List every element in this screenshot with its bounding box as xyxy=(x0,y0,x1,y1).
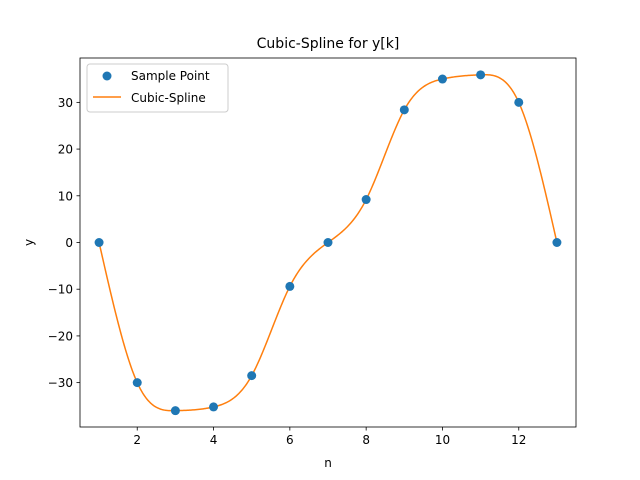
x-tick-label: 8 xyxy=(362,433,370,447)
y-tick-label: 10 xyxy=(58,189,73,203)
y-axis: −30 −20 −10 0 10 20 30 xyxy=(48,96,80,390)
x-tick-label: 6 xyxy=(286,433,294,447)
y-tick-label: 20 xyxy=(58,143,73,157)
sample-point xyxy=(437,74,447,84)
x-tick-label: 10 xyxy=(435,433,450,447)
x-tick-label: 12 xyxy=(511,433,526,447)
legend-label-cubic-spline: Cubic-Spline xyxy=(131,91,206,105)
x-tick-label: 2 xyxy=(133,433,141,447)
legend-marker-sample-point xyxy=(102,71,112,81)
sample-point xyxy=(514,97,524,107)
y-tick-label: −30 xyxy=(48,376,73,390)
plot-area xyxy=(94,70,562,416)
y-axis-label: y xyxy=(22,239,36,246)
sample-point xyxy=(285,281,295,291)
sample-point xyxy=(323,238,333,247)
x-tick-label: 4 xyxy=(210,433,218,447)
legend: Sample Point Cubic-Spline xyxy=(86,63,229,113)
y-tick-label: −10 xyxy=(48,283,73,297)
sample-point xyxy=(361,195,371,205)
sample-point xyxy=(209,402,219,412)
chart-title: Cubic-Spline for y[k] xyxy=(257,36,400,52)
sample-point xyxy=(170,406,180,416)
legend-label-sample-point: Sample Point xyxy=(131,69,210,83)
sample-point xyxy=(247,371,257,381)
sample-point xyxy=(552,238,562,247)
x-axis: 2 4 6 8 10 12 xyxy=(133,427,526,447)
legend-box xyxy=(86,63,229,113)
y-tick-label: 30 xyxy=(58,96,73,110)
y-tick-label: 0 xyxy=(65,236,73,250)
y-tick-label: −20 xyxy=(48,329,73,343)
sample-point xyxy=(132,378,142,388)
x-axis-label: n xyxy=(324,456,332,470)
sample-point xyxy=(94,238,104,247)
sample-point xyxy=(399,105,409,115)
sample-point xyxy=(476,70,486,80)
